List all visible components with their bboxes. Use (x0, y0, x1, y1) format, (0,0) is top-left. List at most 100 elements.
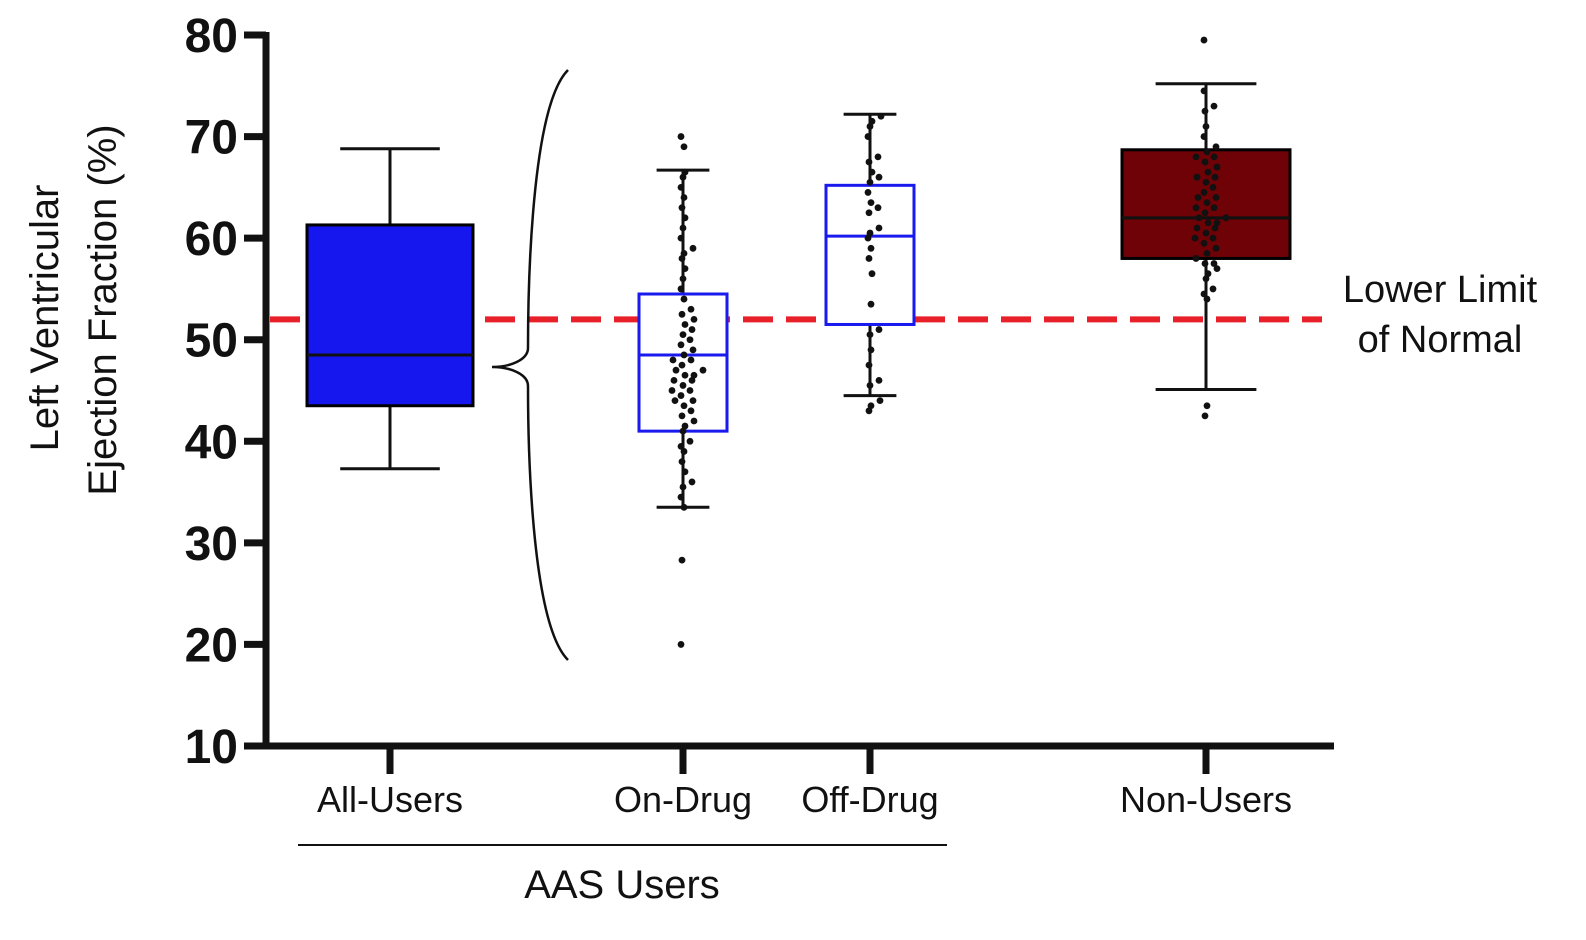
x-axis-ticks: All-Users On-Drug Off-Drug Non-Users (317, 746, 1292, 820)
data-point (1195, 214, 1203, 222)
data-point (679, 331, 687, 339)
data-point (1191, 234, 1199, 242)
x-tick-label: On-Drug (614, 779, 752, 820)
y-axis-ticks: 10 20 30 40 50 60 70 80 (185, 10, 266, 774)
axes (262, 32, 1334, 750)
data-point (1212, 143, 1220, 151)
y-axis-label-line2: Ejection Fraction (%) (81, 124, 125, 495)
data-point (681, 321, 689, 328)
data-point (875, 326, 883, 333)
data-point (1200, 239, 1208, 247)
data-point (678, 556, 686, 564)
data-point (1203, 295, 1211, 303)
data-point (681, 168, 689, 176)
box-on-drug (637, 168, 729, 509)
data-point (868, 270, 876, 278)
data-points-group (668, 36, 1230, 648)
data-point (1210, 204, 1218, 212)
data-point (877, 112, 885, 120)
data-point (868, 168, 876, 176)
data-point (865, 158, 873, 166)
data-point (868, 117, 876, 125)
data-point (1202, 229, 1210, 237)
data-point (670, 376, 678, 384)
data-point (1209, 183, 1217, 191)
reference-line-label-line2: of Normal (1358, 319, 1523, 361)
data-point (1201, 209, 1209, 217)
data-point (679, 275, 687, 283)
data-point (864, 189, 872, 196)
data-point (680, 249, 688, 257)
data-point (1192, 153, 1200, 161)
x-tick-label: Off-Drug (801, 779, 938, 820)
data-point (679, 382, 687, 389)
data-point (1212, 244, 1220, 252)
y-tick-label: 80 (185, 10, 238, 63)
data-point (1203, 249, 1211, 257)
data-point (681, 468, 689, 476)
data-point (875, 173, 883, 181)
data-point (680, 295, 688, 303)
group-label: AAS Users (524, 863, 720, 907)
data-point (690, 417, 698, 425)
data-point (1203, 148, 1211, 156)
data-point (1210, 260, 1218, 267)
data-point (875, 376, 883, 384)
data-point (678, 458, 686, 465)
data-point (1209, 285, 1217, 293)
data-point (1213, 265, 1221, 273)
data-point (867, 244, 875, 252)
data-point (669, 356, 677, 364)
data-point (1201, 260, 1209, 267)
iqr-box (305, 223, 475, 408)
data-point (678, 310, 686, 318)
data-point (678, 361, 686, 369)
data-point (680, 143, 688, 151)
group-brace (491, 69, 569, 661)
data-point (867, 199, 875, 206)
data-point (677, 341, 685, 349)
data-point (1210, 102, 1218, 110)
data-point (677, 392, 685, 399)
data-point (689, 346, 697, 354)
data-point (681, 214, 689, 222)
data-point (680, 351, 688, 359)
data-point (668, 387, 676, 394)
data-point (1210, 153, 1218, 161)
data-point (1192, 255, 1200, 262)
data-point (875, 224, 883, 232)
data-point (1200, 36, 1208, 44)
data-point (677, 442, 685, 450)
data-point (687, 305, 695, 313)
data-point (677, 133, 685, 140)
data-point (866, 229, 874, 237)
box-off-drug (824, 112, 916, 398)
reference-line-label-line1: Lower Limit (1343, 269, 1538, 311)
data-point (867, 300, 875, 308)
data-point (679, 483, 687, 491)
data-point (1213, 219, 1221, 227)
data-point (865, 255, 873, 262)
data-point (1203, 402, 1211, 410)
data-point (672, 366, 680, 374)
data-point (1213, 163, 1221, 171)
data-point (671, 397, 679, 405)
data-point (1200, 87, 1208, 95)
data-point (679, 224, 687, 232)
data-point (1204, 168, 1212, 176)
data-point (689, 397, 697, 405)
data-point (1209, 234, 1217, 242)
data-point (1201, 412, 1209, 420)
data-point (864, 133, 872, 140)
data-point (678, 204, 686, 212)
x-tick-label: All-Users (317, 779, 463, 820)
data-point (1204, 270, 1212, 278)
data-point (1193, 173, 1201, 181)
data-point (867, 402, 875, 410)
data-point (866, 382, 874, 389)
box-all-users (305, 147, 475, 471)
data-point (1204, 219, 1212, 227)
data-point (681, 422, 689, 430)
y-tick-label: 50 (185, 315, 238, 368)
data-point (699, 366, 707, 374)
